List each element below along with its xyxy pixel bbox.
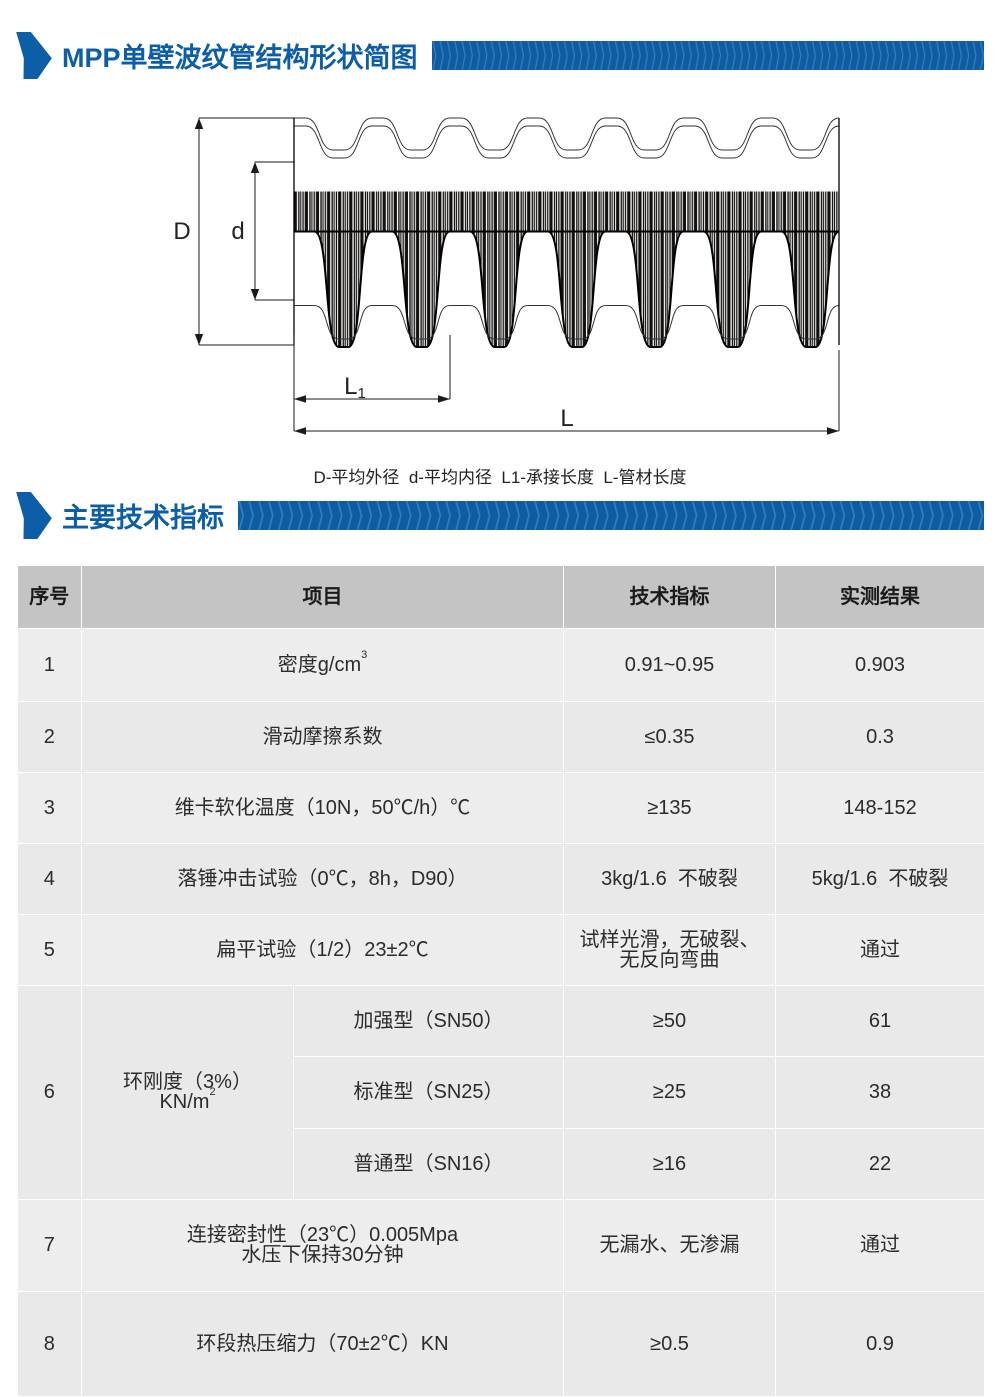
svg-text:L: L (560, 405, 573, 432)
svg-text:D: D (173, 218, 190, 245)
svg-text:L1: L1 (344, 373, 366, 402)
svg-text:d: d (231, 218, 244, 245)
